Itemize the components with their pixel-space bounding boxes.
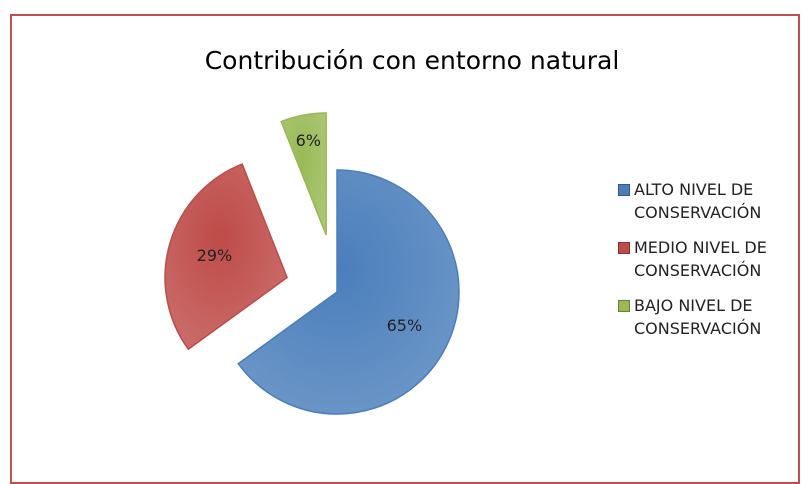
legend-swatch [618,300,630,312]
legend-item: BAJO NIVEL DE CONSERVACIÓN [618,294,803,340]
legend-swatch [618,184,630,196]
page: {"chart_data":{"type":"pie","title":"Con… [10,14,803,484]
legend-label: ALTO NIVEL DE CONSERVACIÓN [634,180,762,222]
legend-label: MEDIO NIVEL DE CONSERVACIÓN [634,238,767,280]
pie-slice [237,169,460,415]
chart: Contribución con entorno natural 65% 29% 6… [164,46,620,415]
pie-slice [280,112,327,236]
legend-swatch [618,242,630,254]
legend-item: ALTO NIVEL DE CONSERVACIÓN [618,178,803,224]
pie-slice [164,163,288,351]
legend: ALTO NIVEL DE CONSERVACIÓN MEDIO NIVEL DE… [618,178,803,352]
legend-item: MEDIO NIVEL DE CONSERVACIÓN [618,236,803,282]
legend-label: BAJO NIVEL DE CONSERVACIÓN [634,296,762,338]
data-label: 65% [387,316,423,335]
data-label: 6% [296,131,321,150]
data-label: 29% [197,246,233,265]
chart-title: Contribución con entorno natural [205,46,620,75]
